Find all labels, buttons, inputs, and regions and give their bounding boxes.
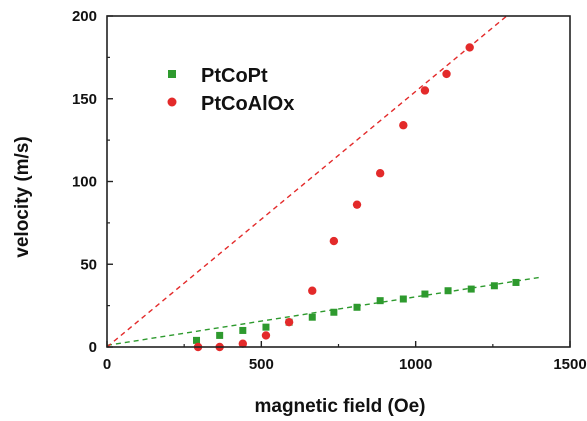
point-ptcopt	[262, 323, 270, 331]
point-ptcopt	[490, 282, 498, 290]
legend-marker-ptcoalox	[167, 97, 177, 107]
legend: PtCoPt PtCoAlOx	[167, 65, 294, 115]
point-ptcopt	[376, 297, 384, 305]
y-axis-label: velocity (m/s)	[12, 136, 33, 257]
plot-frame	[106, 15, 571, 348]
point-ptcopt	[512, 278, 520, 286]
point-ptcopt	[467, 285, 475, 293]
point-ptcopt	[399, 295, 407, 303]
point-ptcopt	[421, 290, 429, 298]
point-ptcoalox	[399, 121, 408, 130]
point-ptcoalox	[284, 317, 294, 327]
y-tick-label: 200	[72, 8, 97, 25]
x-tick-label: 1500	[553, 356, 586, 373]
fit-lines	[106, 15, 540, 348]
legend-label-ptcoalox: PtCoAlOx	[201, 93, 294, 115]
point-ptcoalox	[465, 43, 474, 52]
point-ptcoalox	[442, 69, 451, 79]
y-tick-label: 50	[80, 256, 97, 273]
point-ptcoalox	[308, 286, 317, 295]
tick-labels: 0 500 1000 1500 0 50 100 150 200	[72, 8, 587, 373]
point-ptcopt	[308, 313, 316, 321]
legend-label-ptcopt: PtCoPt	[201, 65, 268, 87]
x-tick-label: 1000	[399, 356, 432, 373]
point-ptcopt	[193, 336, 201, 344]
point-ptcoalox	[375, 169, 385, 178]
point-ptcoalox	[238, 339, 248, 348]
point-ptcopt	[216, 331, 224, 339]
point-ptcoalox	[329, 236, 339, 246]
fit-line-ptcopt	[106, 276, 540, 347]
point-ptcopt	[239, 326, 247, 334]
y-tick-label: 100	[72, 174, 97, 191]
point-ptcopt	[353, 303, 361, 311]
point-ptcopt	[444, 287, 452, 295]
y-tick-label: 150	[72, 91, 97, 108]
x-tick-label: 500	[249, 356, 274, 373]
point-ptcoalox	[352, 200, 362, 209]
legend-marker-ptcopt	[168, 70, 176, 78]
x-tick-label: 0	[103, 356, 111, 373]
data-points	[193, 43, 520, 352]
axes	[106, 15, 571, 348]
point-ptcoalox	[420, 86, 430, 95]
point-ptcopt	[330, 308, 338, 316]
x-axis-label: magnetic field (Oe)	[254, 396, 425, 417]
y-tick-label: 0	[89, 339, 97, 356]
fit-line-ptcoalox	[106, 15, 508, 348]
point-ptcoalox	[261, 331, 271, 340]
